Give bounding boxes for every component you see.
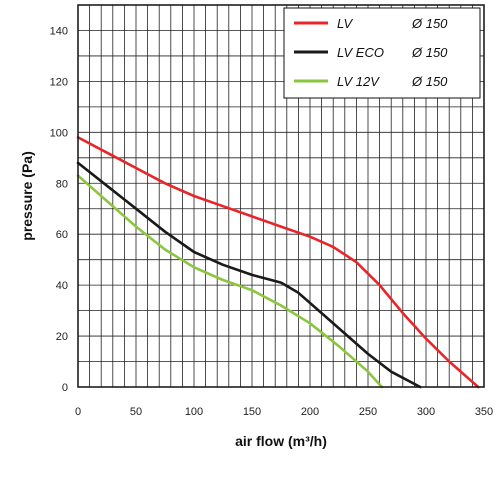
legend-series-spec: Ø 150 xyxy=(411,45,448,60)
plot-border xyxy=(77,4,485,388)
legend-series-name: LV xyxy=(337,16,354,31)
x-tick-label: 250 xyxy=(359,406,377,418)
legend-series-name: LV ECO xyxy=(337,45,384,60)
x-tick-label: 150 xyxy=(243,406,261,418)
y-tick-label: 60 xyxy=(56,229,68,241)
y-tick-label: 120 xyxy=(50,76,68,88)
y-tick-labels: 0 20 40 60 80 100 120 140 xyxy=(50,25,68,394)
legend-series-spec: Ø 150 xyxy=(411,16,448,31)
series-layer xyxy=(76,136,480,389)
x-tick-labels: 0 50 100 150 200 250 300 350 xyxy=(75,406,493,418)
y-tick-label: 20 xyxy=(56,331,68,343)
x-tick-label: 300 xyxy=(417,406,435,418)
y-tick-label: 80 xyxy=(56,178,68,190)
x-tick-label: 350 xyxy=(475,406,493,418)
y-tick-label: 140 xyxy=(50,25,68,37)
y-axis-label: pressure (Pa) xyxy=(19,151,35,240)
x-tick-label: 0 xyxy=(75,406,81,418)
y-tick-label: 40 xyxy=(56,280,68,292)
legend-series-spec: Ø 150 xyxy=(411,74,448,89)
legend: LV Ø 150 LV ECO Ø 150 LV 12V Ø 150 xyxy=(283,7,481,99)
x-tick-label: 50 xyxy=(130,406,142,418)
x-axis-label: air flow (m³/h) xyxy=(235,433,327,449)
series-line-1 xyxy=(76,136,480,389)
series-line-2 xyxy=(76,161,422,389)
x-tick-label: 200 xyxy=(301,406,319,418)
y-tick-label: 0 xyxy=(62,382,68,394)
y-tick-label: 100 xyxy=(50,127,68,139)
legend-series-name: LV 12V xyxy=(337,74,380,89)
x-tick-label: 100 xyxy=(185,406,203,418)
series-line-3 xyxy=(76,174,384,389)
